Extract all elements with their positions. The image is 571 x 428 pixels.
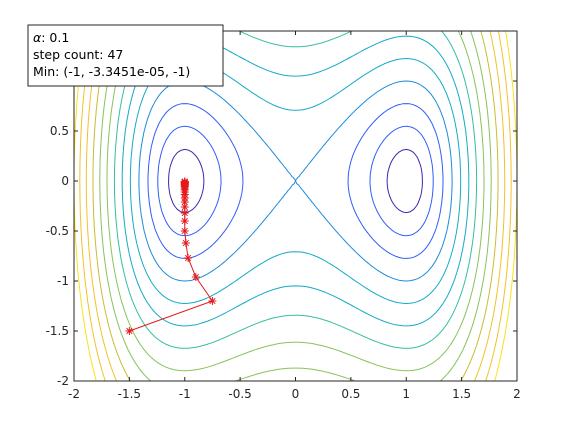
contour-lines [73,30,518,382]
y-tick-label: -2 [57,374,69,388]
x-tick-label: -1 [179,387,191,401]
descent-step-marker [181,239,190,247]
descent-step-marker [191,273,200,281]
contour-level-11 [79,30,512,382]
x-tick-label: 0 [292,387,300,401]
contour-level-1 [157,125,434,237]
descent-step-marker [208,297,217,305]
axes-background [74,31,517,381]
legend-box: α: 0.1 step count: 47 Min: (-1, -3.3451e… [27,24,224,87]
contour-level-7 [106,30,485,372]
legend-step-count: step count: 47 [33,47,123,62]
y-tick-label: 0 [61,174,69,188]
descent-step-marker [180,227,189,235]
y-tick-label: 0.5 [50,124,69,138]
legend-minimum: Min: (-1, -3.3451e-05, -1) [33,64,190,79]
contour-level-3 [138,80,453,282]
x-tick-label: 1.5 [452,387,471,401]
y-tick-label: -1 [57,274,69,288]
x-tick-label: 1 [402,387,410,401]
descent-path [125,177,217,335]
x-tick-label: -0.5 [228,387,251,401]
descent-step-marker [184,254,193,262]
descent-step-marker [180,203,189,211]
x-tick-label: 0.5 [341,387,360,401]
x-tick-label: 2 [513,387,521,401]
descent-step-marker [125,327,134,335]
contour-level-2 [147,103,444,259]
descent-step-marker [180,217,189,225]
descent-step-marker [180,177,189,186]
y-tick-label: -0.5 [46,224,69,238]
y-tick-label: -1.5 [46,324,69,338]
x-tick-label: -2 [68,387,80,401]
legend-alpha: α: 0.1 [33,30,69,45]
x-tick-label: -1.5 [118,387,141,401]
